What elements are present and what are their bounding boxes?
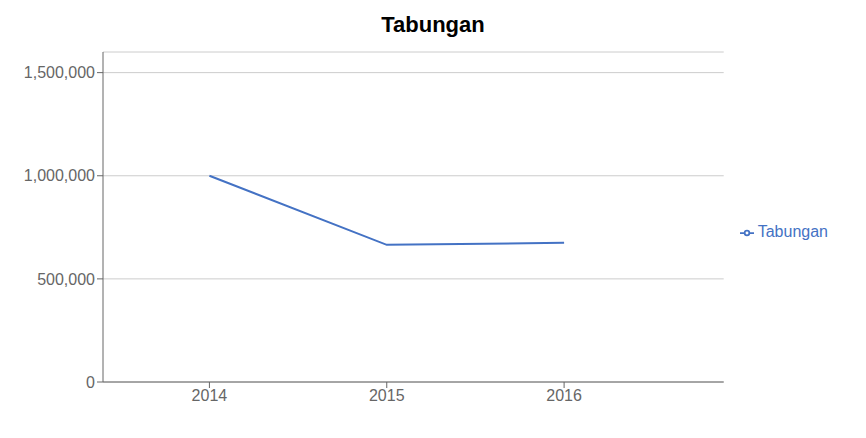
html-text:Tabungan: Tabungan — [757, 223, 828, 240]
svg-text:1,500,000: 1,500,000 — [24, 64, 95, 81]
html-text:Tabungan: Tabungan — [381, 12, 485, 37]
svg-text:2015: 2015 — [369, 387, 405, 404]
svg-text:1,000,000: 1,000,000 — [24, 167, 95, 184]
svg-text:2014: 2014 — [192, 387, 228, 404]
svg-text:500,000: 500,000 — [37, 271, 95, 288]
svg-text:0: 0 — [86, 374, 95, 391]
svg-text:2016: 2016 — [546, 387, 582, 404]
